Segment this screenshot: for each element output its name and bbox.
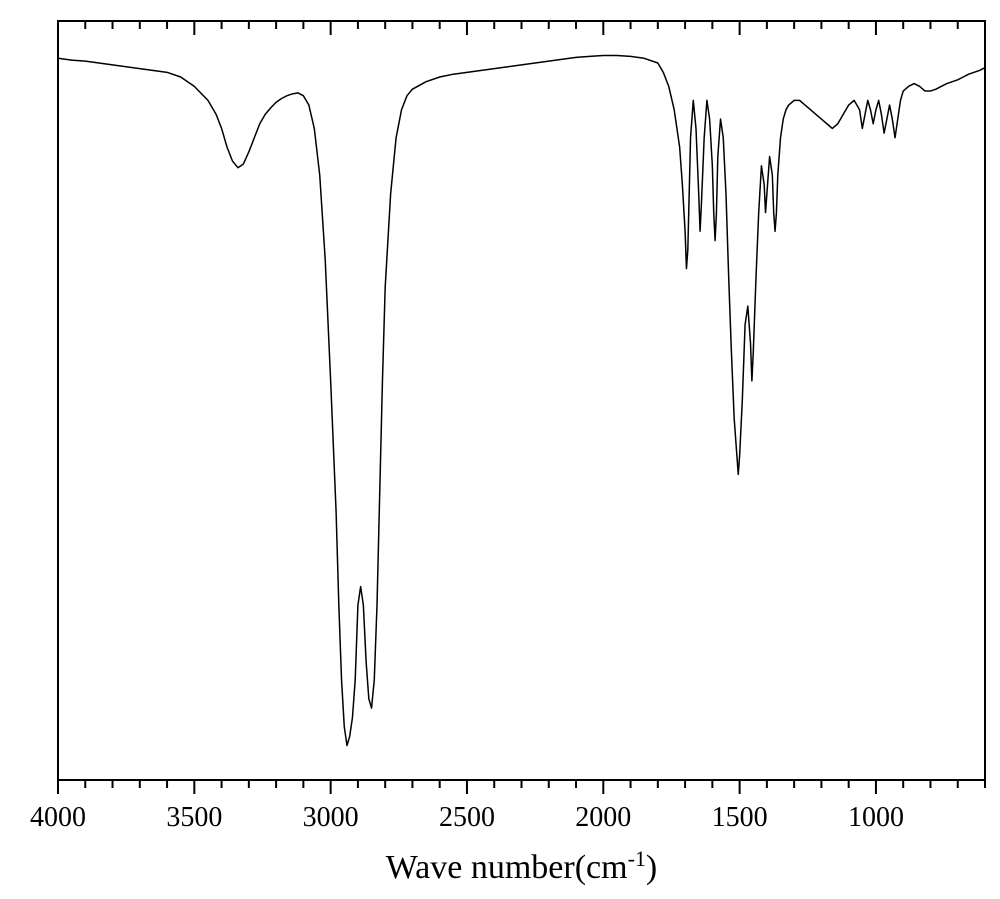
x-tick-label: 1000 — [848, 802, 904, 833]
ir-spectrum-chart: 4000 3500 3000 2500 2000 1500 1000 Wave number(… — [0, 0, 1000, 899]
x-tick-label: 4000 — [30, 802, 86, 833]
x-tick-label: 3000 — [303, 802, 359, 833]
x-tick-label: 2000 — [575, 802, 631, 833]
x-axis-label: Wave number(cm-1) — [386, 846, 657, 887]
x-tick-label: 3500 — [166, 802, 222, 833]
chart-svg: 4000 3500 3000 2500 2000 1500 1000 Wave number(… — [0, 0, 1000, 899]
x-tick-label: 1500 — [712, 802, 768, 833]
x-tick-label: 2500 — [439, 802, 495, 833]
